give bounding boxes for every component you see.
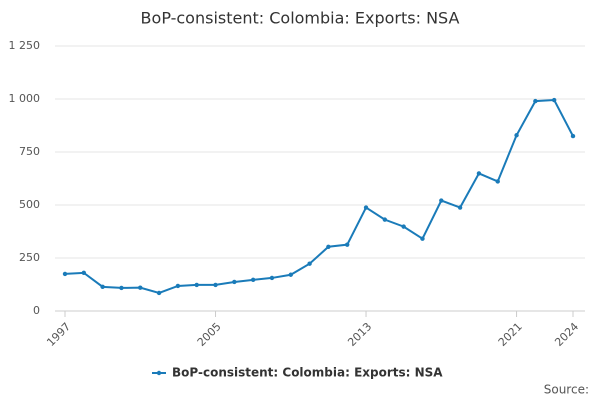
point [138, 285, 143, 290]
line [64, 99, 574, 295]
point [307, 261, 312, 266]
point [401, 224, 406, 229]
y-tick-label: 250 [19, 251, 40, 264]
x-tick-label: 1997 [44, 320, 73, 349]
source: Source: [544, 383, 589, 397]
y-tick-label: 500 [19, 198, 40, 211]
legend-label: BoP-consistent: Colombia: Exports: NSA [172, 366, 443, 380]
point [213, 282, 218, 288]
y-tick-label: 750 [19, 145, 40, 158]
point [81, 270, 87, 276]
point [269, 275, 275, 281]
point [420, 236, 425, 241]
x-tick-label: 2024 [552, 320, 581, 349]
y-tick-label: 0 [33, 304, 40, 317]
point [551, 97, 557, 103]
x-tick-label: 2021 [496, 320, 525, 349]
point [533, 98, 538, 104]
y-tick-label: 1 250 [9, 39, 41, 52]
chart-title: BoP-consistent: Colombia: Exports: NSA [141, 9, 460, 28]
point [326, 244, 331, 249]
point [363, 205, 369, 210]
point [439, 198, 444, 203]
point [62, 271, 68, 277]
point [119, 285, 124, 291]
point [175, 283, 181, 289]
point [288, 272, 293, 277]
point [495, 179, 500, 184]
point [570, 133, 576, 139]
point [232, 279, 237, 285]
point [382, 217, 388, 222]
point [100, 284, 105, 290]
x-tick-label: 2013 [345, 320, 374, 349]
point [250, 277, 256, 283]
point [514, 133, 519, 138]
x-tick-label: 2005 [195, 320, 224, 349]
point [457, 205, 463, 210]
point [156, 290, 162, 296]
point [194, 282, 199, 288]
y-tick-label: 1 000 [9, 92, 41, 105]
legend-marker [156, 370, 162, 376]
point [476, 171, 482, 176]
point [345, 242, 350, 247]
